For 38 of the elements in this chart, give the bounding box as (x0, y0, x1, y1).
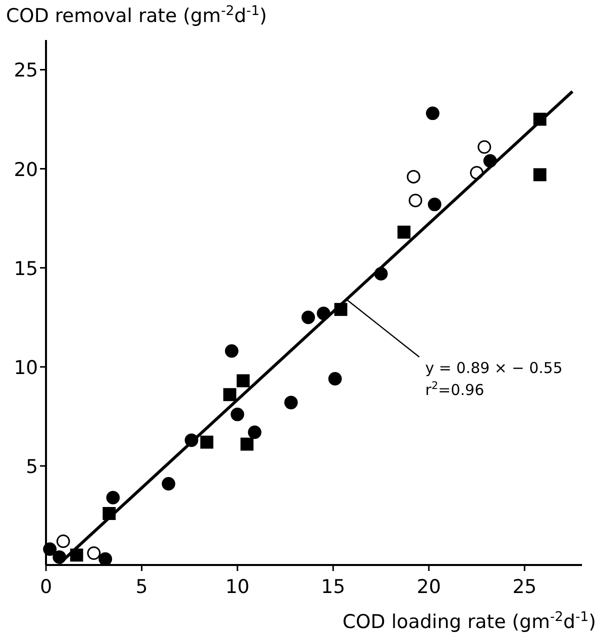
x-axis-title: COD loading rate (gm$^{-2}$d$^{-1}$) (342, 610, 596, 633)
point (328, 372, 342, 386)
y-tick-label: 25 (14, 60, 38, 82)
point (87, 546, 101, 560)
point (106, 490, 120, 504)
x-tick-label: 5 (136, 576, 148, 598)
point (230, 408, 244, 422)
point (240, 438, 254, 451)
x-tick-label: 10 (225, 576, 250, 598)
y-tick-label: 20 (14, 158, 38, 181)
y-tick-label: 5 (26, 456, 38, 478)
x-tick-label: 25 (512, 576, 537, 598)
point (478, 140, 492, 154)
annotation: r$^{2}$=0.96 (425, 380, 484, 399)
point (236, 374, 250, 388)
point (302, 310, 316, 324)
y-axis-title: COD removal rate (gm$^{-2}$d$^{-1}$) (6, 4, 267, 27)
point (98, 552, 112, 566)
point (248, 426, 262, 440)
point (533, 168, 546, 182)
point (284, 396, 298, 410)
point (397, 226, 410, 239)
point (406, 170, 420, 184)
point (224, 344, 238, 358)
point (428, 198, 442, 212)
x-tick-label: 0 (40, 576, 52, 598)
x-tick-label: 20 (416, 576, 441, 598)
y-tick-label: 15 (14, 258, 38, 280)
point (200, 436, 214, 449)
point (408, 194, 422, 208)
point (162, 477, 176, 491)
point (56, 534, 70, 548)
point (426, 106, 440, 120)
annotation: y = 0.89 × − 0.55 (425, 358, 563, 377)
point (223, 388, 236, 402)
y-tick-label: 10 (14, 356, 38, 379)
point (43, 542, 57, 556)
x-tick-label: 15 (321, 576, 346, 598)
